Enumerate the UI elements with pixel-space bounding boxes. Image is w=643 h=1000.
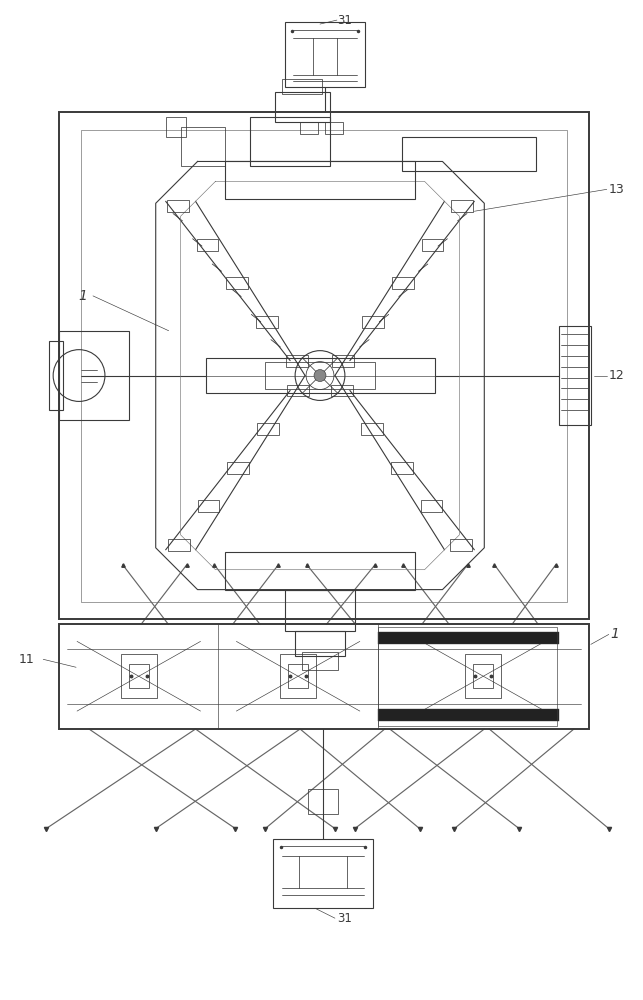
Circle shape <box>314 370 326 382</box>
Text: 11: 11 <box>19 653 34 666</box>
Bar <box>325 122 343 134</box>
Bar <box>421 500 442 512</box>
Polygon shape <box>377 709 559 721</box>
Bar <box>181 127 226 166</box>
Bar <box>226 277 248 289</box>
Bar <box>451 539 473 551</box>
Bar <box>287 385 309 396</box>
Bar <box>377 627 557 726</box>
Text: 1: 1 <box>78 289 87 303</box>
Bar <box>466 654 502 698</box>
Bar <box>285 590 355 631</box>
Bar <box>273 839 373 908</box>
Bar <box>332 355 354 367</box>
Bar <box>280 654 316 698</box>
Bar <box>49 341 63 410</box>
Bar <box>121 654 157 698</box>
Bar <box>559 326 591 425</box>
Bar <box>206 358 435 393</box>
Bar <box>362 316 384 328</box>
Bar <box>331 385 353 396</box>
Polygon shape <box>377 632 559 644</box>
Bar <box>300 122 318 134</box>
Text: 31: 31 <box>337 14 352 27</box>
Text: 31: 31 <box>337 912 352 925</box>
Bar <box>266 362 375 389</box>
Bar <box>275 92 330 122</box>
Bar <box>286 355 308 367</box>
Bar <box>302 652 338 670</box>
Text: 12: 12 <box>609 369 624 382</box>
Bar <box>250 117 330 166</box>
Bar <box>361 423 383 435</box>
Bar <box>129 664 149 688</box>
Bar <box>285 22 365 87</box>
Bar <box>168 539 190 551</box>
Bar <box>288 664 308 688</box>
Bar <box>473 664 493 688</box>
Bar <box>59 331 129 420</box>
Bar <box>295 631 345 656</box>
Text: 13: 13 <box>609 183 624 196</box>
Bar <box>228 462 249 474</box>
Bar <box>197 500 219 512</box>
Bar <box>59 112 589 619</box>
Bar <box>282 79 322 94</box>
Bar <box>59 624 589 729</box>
Bar <box>226 161 415 199</box>
Bar <box>257 423 279 435</box>
Bar <box>422 239 444 251</box>
Bar <box>197 239 219 251</box>
Bar <box>81 130 567 602</box>
Text: 1: 1 <box>611 627 620 641</box>
Bar <box>402 137 536 171</box>
Bar <box>167 200 188 212</box>
Bar <box>166 117 186 137</box>
Bar <box>308 789 338 814</box>
Bar <box>257 316 278 328</box>
Bar <box>451 200 473 212</box>
Bar <box>226 552 415 590</box>
Bar <box>392 277 413 289</box>
Bar <box>391 462 413 474</box>
